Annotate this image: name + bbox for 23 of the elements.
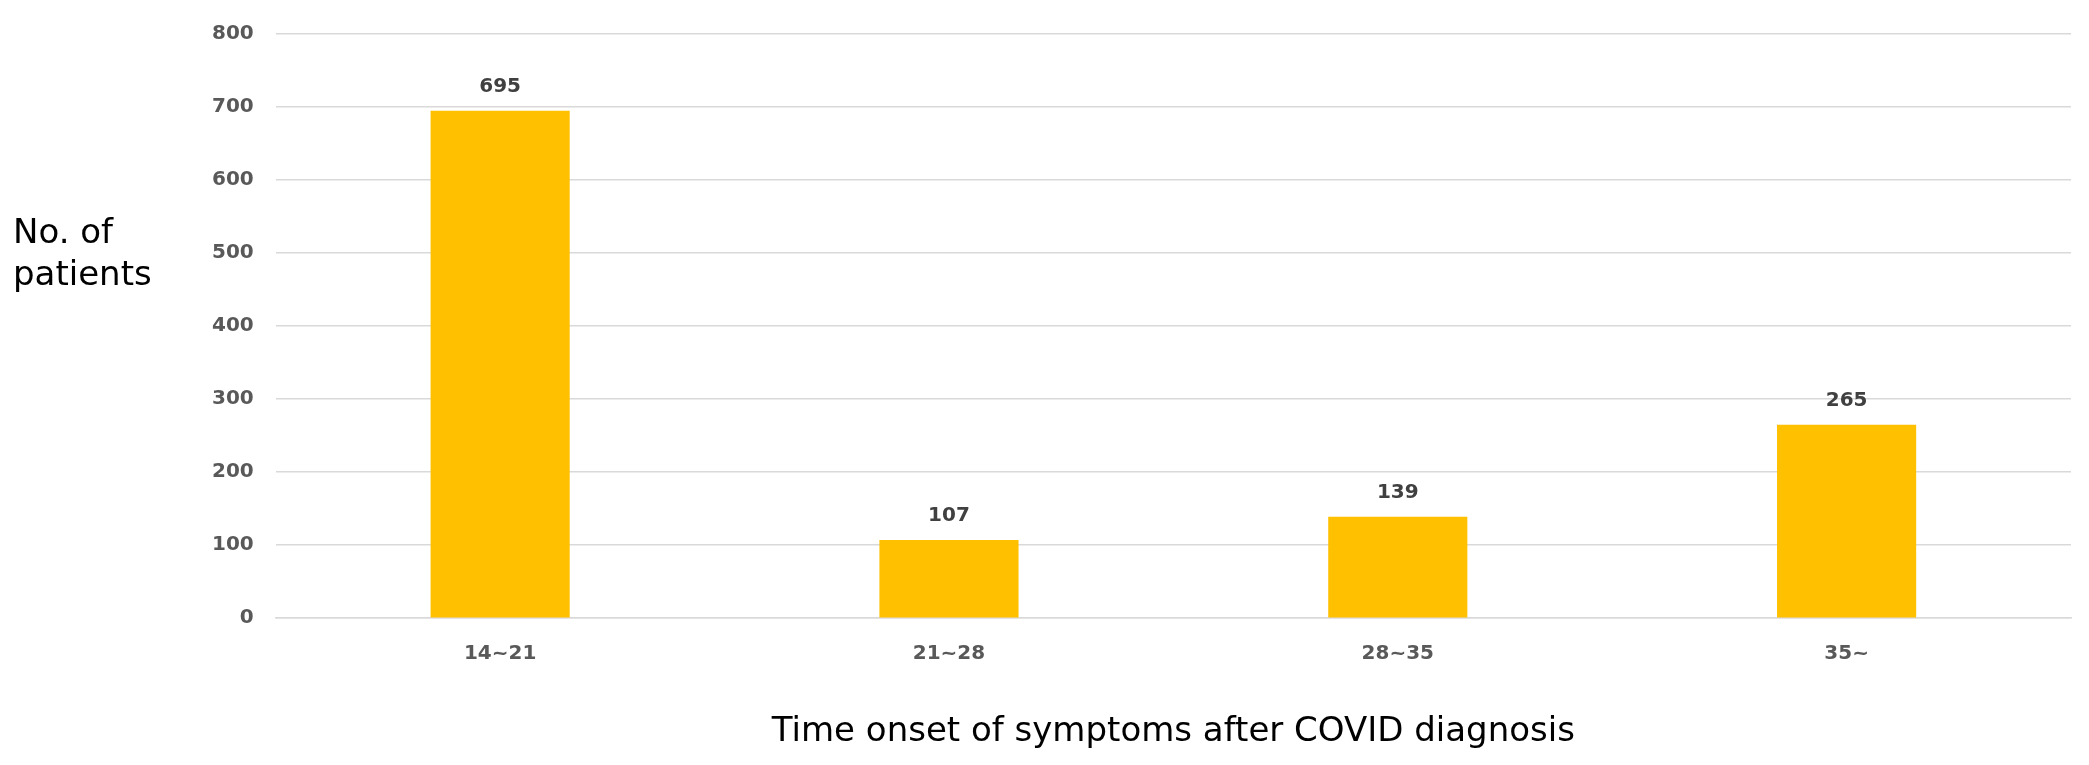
data-label: 107 — [928, 502, 970, 527]
y-tick-label: 0 — [239, 604, 254, 629]
x-tick-label: 35~ — [1824, 640, 1869, 665]
x-tick-label: 14~21 — [463, 640, 537, 665]
bar — [1328, 516, 1468, 618]
x-axis-title: Time onset of symptoms after COVID diagnosis — [770, 709, 1575, 750]
y-tick-label: 200 — [212, 458, 254, 483]
data-label: 139 — [1376, 478, 1419, 503]
y-tick-label: 300 — [212, 385, 254, 410]
bar — [430, 110, 570, 618]
y-tick-label: 500 — [212, 239, 254, 264]
y-tick-label: 100 — [212, 531, 254, 556]
y-axis-title: No. of patients — [13, 210, 152, 293]
data-label: 265 — [1825, 386, 1868, 411]
y-tick-label: 400 — [212, 312, 254, 337]
y-tick-label: 800 — [212, 20, 254, 45]
bar — [879, 540, 1019, 618]
x-tick-label: 21~28 — [912, 640, 986, 665]
x-tick-label: 28~35 — [1361, 640, 1434, 665]
bar — [1777, 424, 1917, 618]
y-tick-label: 700 — [212, 93, 254, 118]
y-tick-label: 600 — [212, 166, 254, 191]
data-label: 695 — [479, 72, 522, 97]
